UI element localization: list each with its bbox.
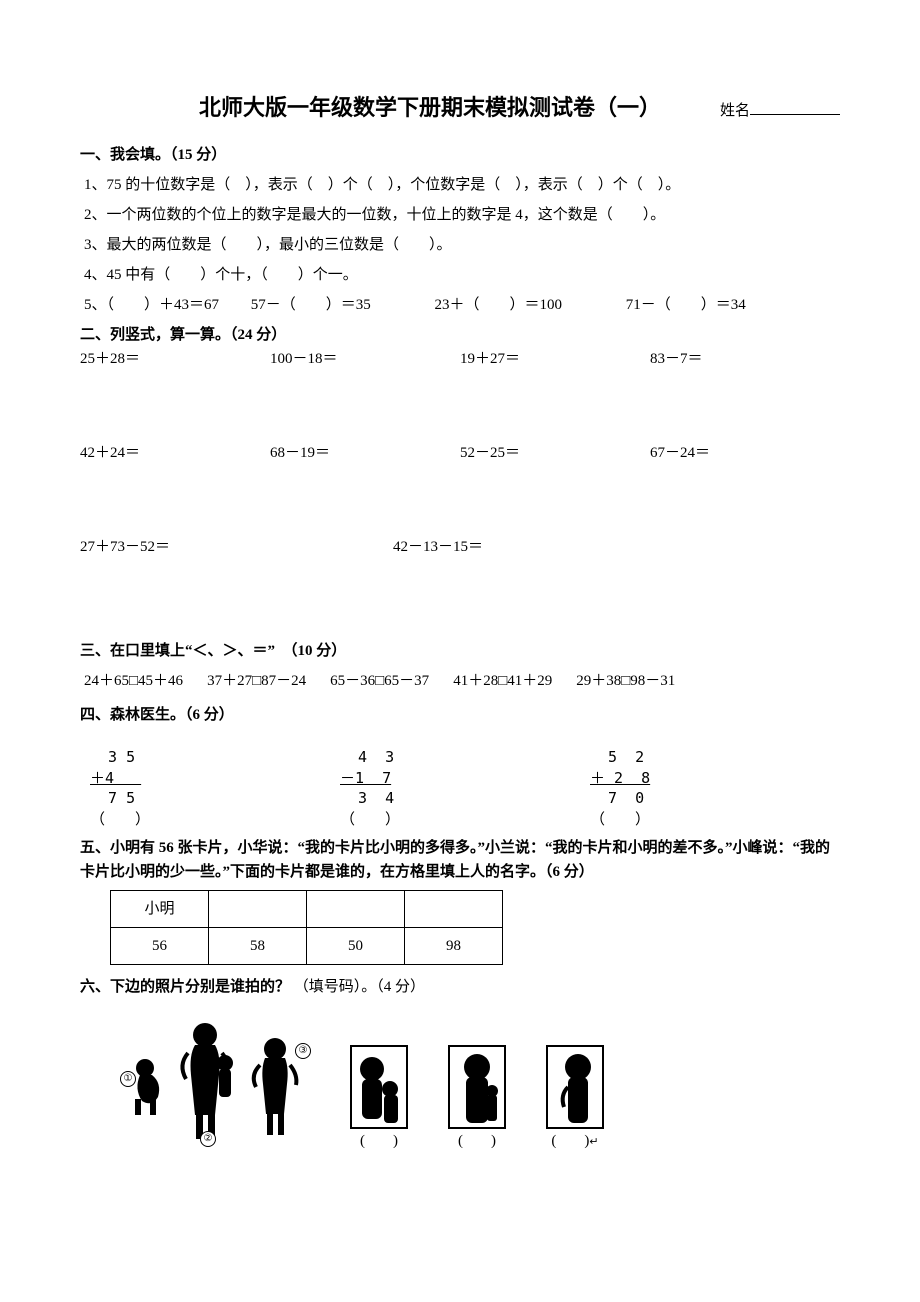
s2-r1-3: 19＋27＝: [460, 347, 650, 371]
photo-2-icon: [450, 1047, 504, 1127]
name-label: 姓名: [720, 99, 750, 123]
section-5-head: 五、小明有 56 张卡片，小华说：“我的卡片比小明的多得多。”小兰说：“我的卡片…: [80, 836, 840, 884]
s3-i2: 37＋27□87－24: [207, 669, 306, 693]
s3-i4: 41＋28□41＋29: [453, 669, 552, 693]
card-r1c1: 小明: [111, 891, 209, 928]
s1-q5: 5、（ ）＋43＝67 57－（ ）＝35 23＋（ ）＝100 71－（ ）＝…: [84, 293, 840, 317]
name-blank[interactable]: [750, 114, 840, 115]
scene-illustration: ① ② ③: [110, 1013, 310, 1153]
s2-r2-3: 52－25＝: [460, 441, 650, 465]
photo-row: ① ② ③ (): [110, 1013, 840, 1153]
s1-q5d: 71－（ ）＝34: [626, 297, 746, 313]
photo-3-icon: [548, 1047, 602, 1127]
s2-row2: 42＋24＝ 68－19＝ 52－25＝ 67－24＝: [80, 441, 840, 465]
vc3-l2: ＋ 2 8: [590, 769, 650, 787]
card-r1c3[interactable]: [307, 891, 405, 928]
vc2-l3: 3 4: [340, 789, 394, 807]
s1-q1: 1、75 的十位数字是（ ），表示（ ）个（ ），个位数字是（ ），表示（ ）个…: [84, 173, 840, 197]
photo-2-paren[interactable]: (): [458, 1129, 496, 1153]
s1-q5c: 23＋（ ）＝100: [435, 297, 563, 313]
s2-r1-2: 100－18＝: [270, 347, 460, 371]
section-2-head: 二、列竖式，算一算。（24 分）: [80, 323, 840, 347]
s2-row1: 25＋28＝ 100－18＝ 19＋27＝ 83－7＝: [80, 347, 840, 371]
photo-frame-2: [448, 1045, 506, 1129]
vc2-l1: 4 3: [340, 748, 394, 766]
photo-frame-1: [350, 1045, 408, 1129]
card-r1c4[interactable]: [405, 891, 503, 928]
page-title: 北师大版一年级数学下册期末模拟测试卷（一）: [140, 90, 720, 125]
photo-1: (): [350, 1045, 408, 1153]
card-r2c2: 58: [209, 928, 307, 965]
vc3-l3: 7 0: [590, 789, 644, 807]
card-r2c1: 56: [111, 928, 209, 965]
s1-q3: 3、最大的两位数是（ ），最小的三位数是（ ）。: [84, 233, 840, 257]
s4-calc-2: 4 3 －1 7 3 4 （ ）: [340, 727, 590, 832]
s2-row3: 27＋73－52＝ 42－13－15＝: [80, 535, 840, 559]
s3-i5: 29＋38□98－31: [576, 669, 675, 693]
s2-r2-2: 68－19＝: [270, 441, 460, 465]
s1-q4: 4、45 中有（ ）个十，（ ）个一。: [84, 263, 840, 287]
s2-r3-1: 27＋73－52＝: [80, 535, 393, 559]
s3-i3: 65－36□65－37: [330, 669, 429, 693]
vc3-l1: 5 2: [590, 748, 644, 766]
s4-row: 3 5 ＋4 7 5 （ ） 4 3 －1 7 3 4 （ ） 5 2 ＋ 2 …: [90, 727, 840, 832]
section-4-head: 四、森林医生。（6 分）: [80, 703, 840, 727]
table-row: 56 58 50 98: [111, 928, 503, 965]
section-3-head: 三、在口里填上“＜、＞、＝” （10 分）: [80, 639, 840, 663]
s2-r2-1: 42＋24＝: [80, 441, 270, 465]
title-row: 北师大版一年级数学下册期末模拟测试卷（一） 姓名: [80, 90, 840, 125]
section-6-row: 六、下边的照片分别是谁拍的？ （填号码）。（4 分）: [80, 975, 840, 999]
photo-3: ()↵: [546, 1045, 604, 1153]
s2-r2-4: 67－24＝: [650, 441, 840, 465]
section-6-tail: （填号码）。（4 分）: [294, 979, 425, 995]
photo-2: (): [448, 1045, 506, 1153]
s3-items: 24＋65□45＋46 37＋27□87－24 65－36□65－37 41＋2…: [84, 669, 840, 693]
photo-frame-3: [546, 1045, 604, 1129]
s1-q2: 2、一个两位数的个位上的数字是最大的一位数，十位上的数字是 4，这个数是（ ）。: [84, 203, 840, 227]
s1-q5a: 5、（ ）＋43＝67: [84, 297, 219, 313]
s2-r3-2: 42－13－15＝: [393, 535, 840, 559]
section-6-head: 六、下边的照片分别是谁拍的？: [80, 979, 290, 995]
table-row: 小明: [111, 891, 503, 928]
photo-1-paren[interactable]: (): [360, 1129, 398, 1153]
s1-q5b: 57－（ ）＝35: [251, 297, 371, 313]
photo-3-paren[interactable]: ()↵: [551, 1129, 598, 1153]
vc1-l3: 7 5: [90, 789, 135, 807]
s4-calc-3: 5 2 ＋ 2 8 7 0 （ ）: [590, 727, 840, 832]
card-r2c3: 50: [307, 928, 405, 965]
vc1-l2: ＋4: [90, 769, 141, 787]
vc1-l1: 3 5: [90, 748, 135, 766]
vc2-paren[interactable]: （ ）: [340, 808, 590, 832]
card-r1c2[interactable]: [209, 891, 307, 928]
card-r2c4: 98: [405, 928, 503, 965]
section-1-head: 一、我会填。（15 分）: [80, 143, 840, 167]
vc1-paren[interactable]: （ ）: [90, 808, 340, 832]
vc2-l2: －1 7: [340, 769, 391, 787]
vc3-paren[interactable]: （ ）: [590, 808, 840, 832]
s4-calc-1: 3 5 ＋4 7 5 （ ）: [90, 727, 340, 832]
s3-i1: 24＋65□45＋46: [84, 669, 183, 693]
card-table: 小明 56 58 50 98: [110, 890, 503, 965]
photo-1-icon: [352, 1047, 406, 1127]
s2-r1-1: 25＋28＝: [80, 347, 270, 371]
s2-r1-4: 83－7＝: [650, 347, 840, 371]
